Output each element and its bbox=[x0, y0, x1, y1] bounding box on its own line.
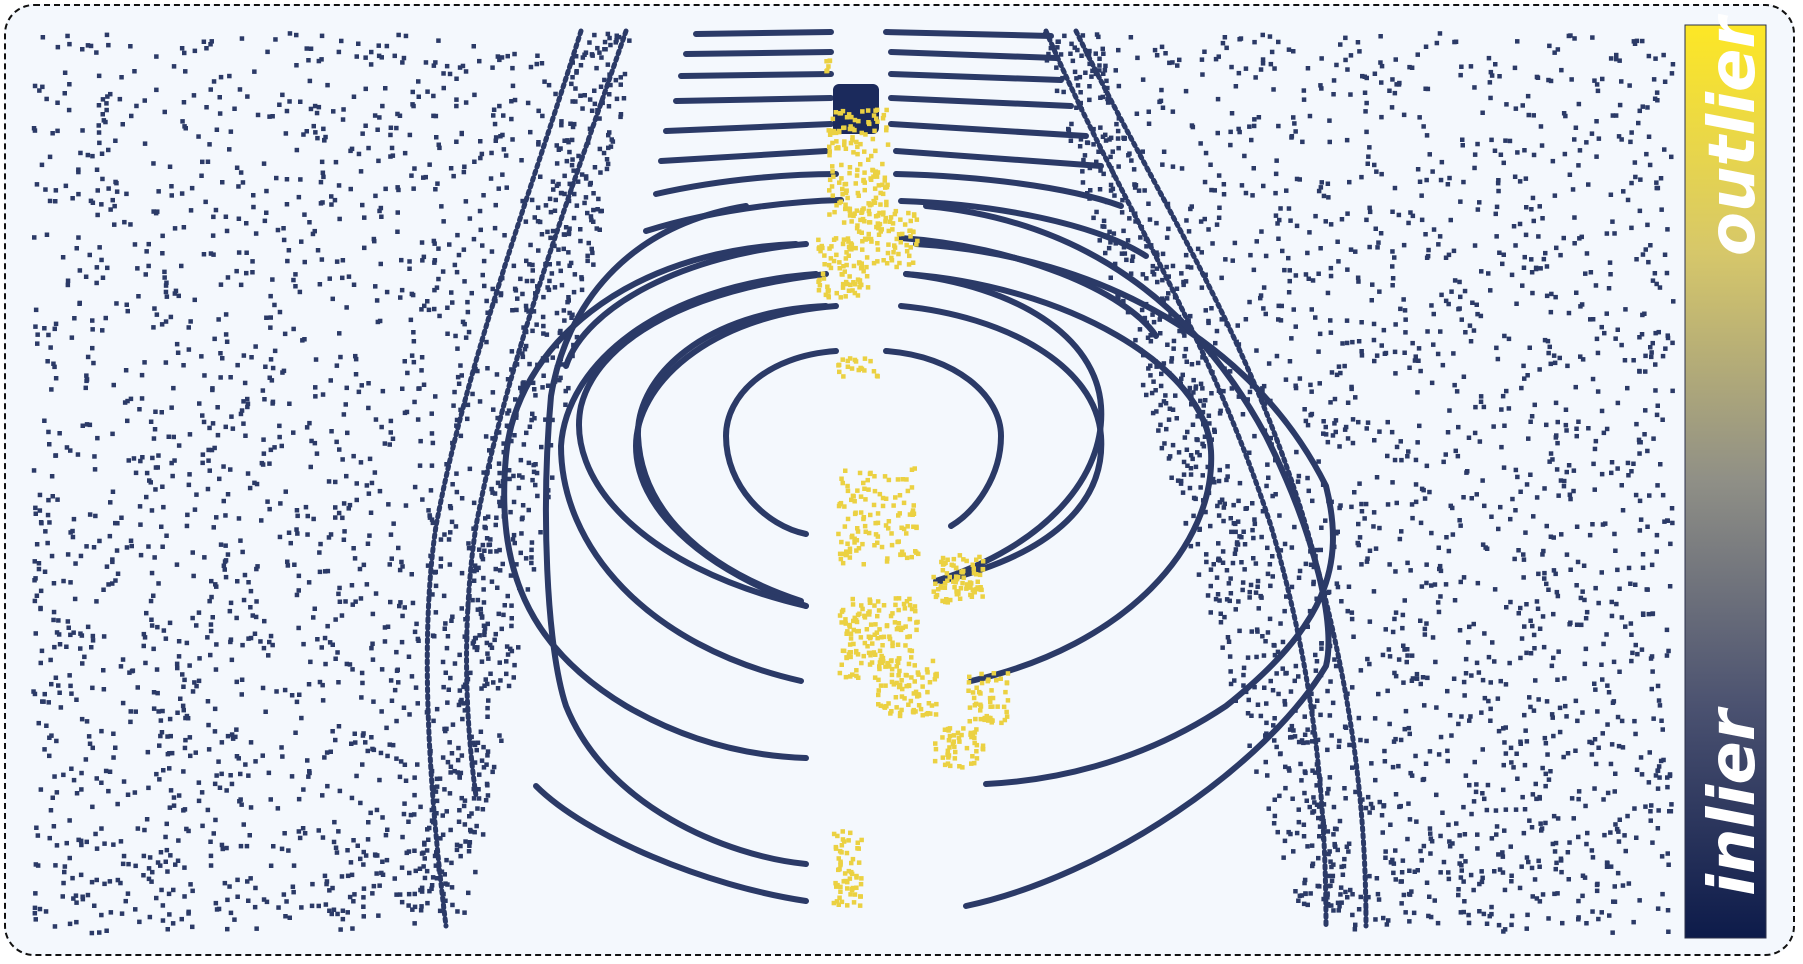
point-cloud-scene bbox=[31, 24, 1767, 939]
colorbar-bottom-label: inlier bbox=[1696, 709, 1770, 896]
colorbar bbox=[1684, 24, 1767, 939]
inlier-scatter-right bbox=[1043, 31, 1676, 935]
inlier-scatter-left bbox=[31, 31, 632, 936]
image-frame: outlier inlier bbox=[4, 4, 1795, 956]
lidar-rings bbox=[501, 29, 1336, 909]
outlier-points bbox=[816, 58, 1011, 908]
dark-object-block bbox=[833, 84, 879, 134]
colorbar-top-label: outlier bbox=[1696, 17, 1770, 256]
